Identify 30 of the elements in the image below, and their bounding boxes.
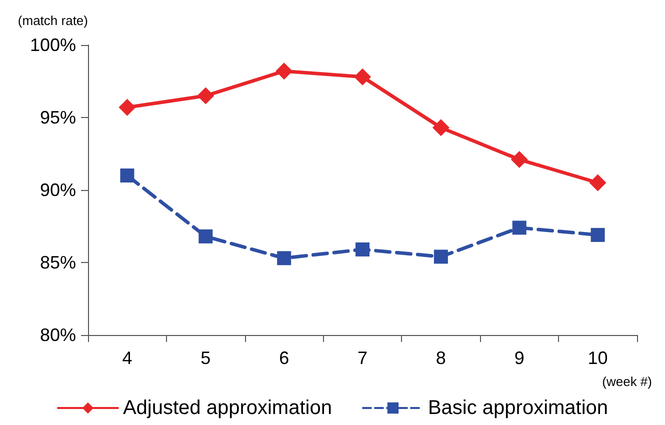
x-tick-label: 9	[514, 348, 524, 368]
legend-label: Adjusted approximation	[122, 397, 332, 419]
x-tick-label: 4	[122, 348, 132, 368]
point	[356, 242, 370, 256]
x-tick-label: 7	[357, 348, 368, 368]
point	[198, 229, 213, 244]
point	[510, 151, 528, 168]
y-tick-label: 80%	[40, 325, 76, 345]
y-tick-label: 90%	[40, 180, 76, 200]
point	[276, 62, 293, 80]
x-tick-label: 8	[436, 348, 446, 368]
x-axis-title: (week #)	[602, 374, 652, 389]
point	[277, 251, 292, 266]
x-tick-label: 6	[279, 348, 290, 368]
y-tick-label: 100%	[30, 35, 76, 55]
point	[432, 119, 450, 136]
x-tick-label: 5	[200, 348, 211, 368]
point	[589, 174, 606, 192]
y-tick-label: 85%	[40, 252, 76, 272]
point	[512, 220, 526, 235]
point	[118, 98, 136, 116]
y-axis-title: (match rate)	[18, 13, 88, 28]
y-tick-label: 95%	[40, 108, 76, 128]
point	[354, 68, 371, 86]
x-tick-label: 10	[588, 348, 608, 368]
point	[434, 250, 448, 264]
point	[197, 87, 214, 104]
legend-label: Basic approximation	[428, 397, 608, 419]
point	[590, 228, 605, 242]
point	[120, 168, 134, 182]
